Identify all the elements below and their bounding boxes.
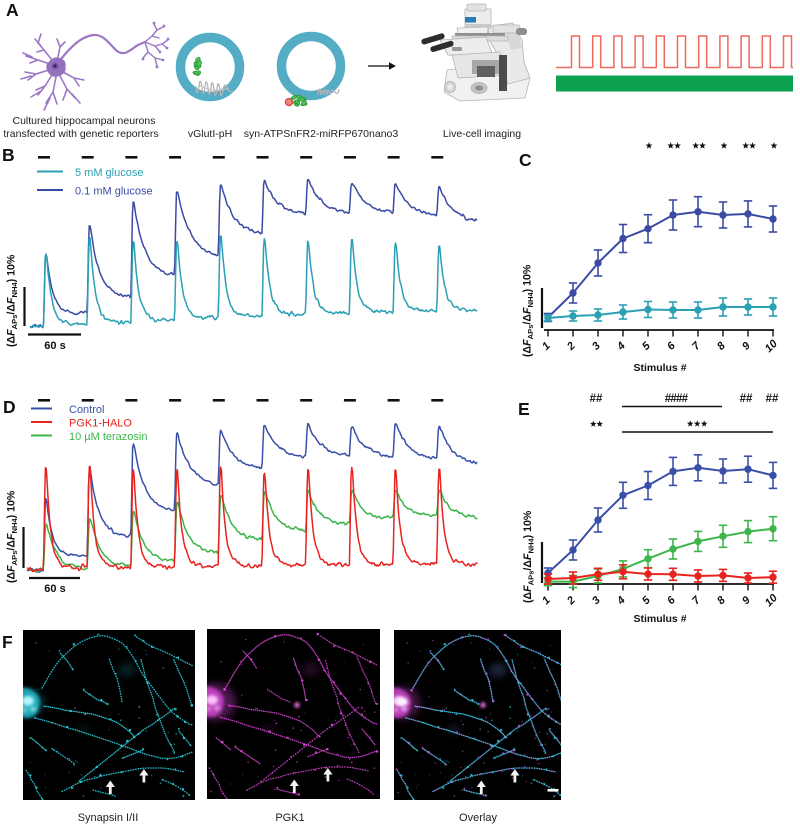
svg-text:##: ##: [590, 393, 603, 405]
svg-text:(ΔFAPs/ΔFNH4) 10%: (ΔFAPs/ΔFNH4) 10%: [6, 490, 19, 583]
svg-text:(ΔFAPs/ΔFNH4) 10%: (ΔFAPs/ΔFNH4) 10%: [6, 254, 19, 347]
svg-text:Overlay: Overlay: [459, 812, 497, 824]
svg-text:(ΔFAPs/ΔFNH4) 10%: (ΔFAPs/ΔFNH4) 10%: [522, 264, 535, 357]
svg-text:60 s: 60 s: [44, 583, 65, 595]
svg-text:Control: Control: [69, 404, 104, 416]
svg-text:B: B: [2, 145, 15, 165]
svg-text:0.1 mM glucose: 0.1 mM glucose: [75, 186, 153, 198]
svg-text:##: ##: [740, 393, 753, 405]
svg-text:####: ####: [665, 393, 689, 405]
svg-text:10 µM terazosin: 10 µM terazosin: [69, 431, 147, 443]
svg-text:D: D: [3, 397, 16, 417]
svg-text:syn-ATPSnFR2-miRFP670nano3: syn-ATPSnFR2-miRFP670nano3: [244, 128, 399, 140]
svg-text:PGK1: PGK1: [275, 812, 304, 824]
svg-text:60 s: 60 s: [44, 340, 65, 352]
svg-text:A: A: [6, 0, 19, 20]
svg-text:Stimulus #: Stimulus #: [633, 362, 686, 374]
svg-text:transfected with genetic repor: transfected with genetic reporters: [3, 128, 158, 140]
svg-text:E: E: [518, 399, 530, 419]
svg-text:vGlutI-pH: vGlutI-pH: [188, 128, 232, 140]
svg-text:PGK1-HALO: PGK1-HALO: [69, 418, 132, 430]
svg-text:##: ##: [766, 393, 779, 405]
svg-text:F: F: [2, 632, 13, 652]
svg-text:Cultured hippocampal neurons: Cultured hippocampal neurons: [12, 115, 155, 127]
svg-text:Live-cell imaging: Live-cell imaging: [443, 128, 521, 140]
svg-text:5 mM glucose: 5 mM glucose: [75, 167, 143, 179]
svg-text:C: C: [519, 150, 532, 170]
svg-text:Synapsin I/II: Synapsin I/II: [78, 812, 139, 824]
svg-text:(ΔFAPs/ΔFNH4) 10%: (ΔFAPs/ΔFNH4) 10%: [522, 510, 535, 603]
svg-text:Stimulus #: Stimulus #: [633, 613, 686, 625]
